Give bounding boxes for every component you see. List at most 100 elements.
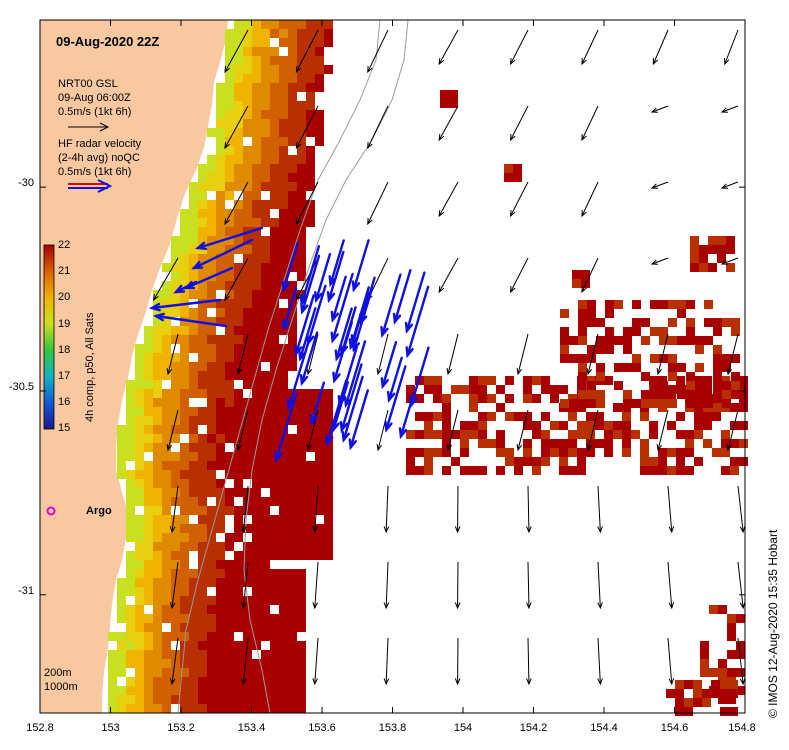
sst-cell (216, 506, 225, 515)
sst-cell (702, 698, 711, 707)
sst-cell (225, 335, 234, 344)
sst-cell (162, 443, 171, 452)
sst-cell (189, 461, 198, 470)
sst-cell (406, 457, 415, 466)
sst-cell (578, 390, 587, 399)
model-arrow (438, 181, 459, 217)
sst-cell (171, 407, 180, 416)
sst-cell (144, 677, 153, 686)
sst-cell (198, 281, 207, 290)
sst-cell (315, 434, 324, 443)
sst-cell (252, 209, 261, 218)
sst-cell (198, 164, 207, 173)
sst-cell (216, 380, 225, 389)
sst-cell (596, 399, 605, 408)
sst-cell (216, 335, 225, 344)
radar-arrow (150, 298, 222, 310)
sst-cell (225, 641, 234, 650)
sst-cell (162, 317, 171, 326)
sst-cell (279, 227, 288, 236)
sst-cell (668, 372, 677, 381)
sst-cell (144, 506, 153, 515)
sst-cell (252, 407, 261, 416)
radar-arrow (196, 226, 264, 250)
sst-cell (596, 345, 605, 354)
sst-cell (440, 99, 449, 108)
sst-cell (225, 425, 234, 434)
sst-cell (270, 56, 279, 65)
sst-cell (162, 569, 171, 578)
sst-cell (496, 403, 505, 412)
sst-cell (207, 605, 216, 614)
sst-cell (216, 650, 225, 659)
sst-cell (225, 92, 234, 101)
sst-cell (234, 74, 243, 83)
sst-cell (171, 515, 180, 524)
legend-model-line3: 0.5m/s (1kt 6h) (58, 106, 132, 118)
sst-cell (171, 605, 180, 614)
sst-cell (216, 515, 225, 524)
argo-marker[interactable] (46, 506, 56, 516)
sst-cell (171, 236, 180, 245)
sst-cell (144, 362, 153, 371)
sst-cell (162, 533, 171, 542)
sst-cell (216, 182, 225, 191)
sst-cell (189, 326, 198, 335)
model-arrow-head (224, 65, 230, 74)
sst-cell (216, 569, 225, 578)
model-arrow (527, 485, 530, 533)
sst-cell (270, 470, 279, 479)
sst-cell (225, 686, 234, 695)
sst-cell (675, 707, 684, 716)
sst-cell (686, 381, 695, 390)
model-arrow (295, 181, 319, 225)
sst-cell (676, 448, 685, 457)
sst-cell (261, 299, 270, 308)
sst-cell (704, 336, 713, 345)
sst-cell (261, 65, 270, 74)
sst-cell (126, 641, 135, 650)
sst-cell (198, 443, 207, 452)
sst-cell (690, 245, 699, 254)
sst-cell (225, 236, 234, 245)
sst-cell (198, 479, 207, 488)
sst-cell (270, 110, 279, 119)
sst-cell (288, 407, 297, 416)
sst-cell (684, 698, 693, 707)
sst-cell (712, 448, 721, 457)
sst-cell (306, 209, 315, 218)
sst-cell (252, 380, 261, 389)
radar-arrow-head (331, 420, 340, 433)
sst-cell (207, 542, 216, 551)
sst-cell (433, 394, 442, 403)
sst-cell (288, 173, 297, 182)
sst-cell (297, 263, 306, 272)
model-arrow (581, 257, 599, 293)
sst-cell (496, 448, 505, 457)
sst-cell (261, 20, 270, 29)
sst-cell (433, 448, 442, 457)
sst-cell (234, 551, 243, 560)
model-arrow (171, 561, 179, 609)
sst-cell (415, 412, 424, 421)
sst-cell (207, 668, 216, 677)
sst-cell (270, 290, 279, 299)
model-arrow-head (720, 107, 729, 113)
model-arrow-head (312, 526, 318, 534)
sst-cell (261, 245, 270, 254)
sst-cell (261, 290, 270, 299)
model-arrow-head (367, 65, 373, 74)
sst-cell (541, 430, 550, 439)
sst-cell (243, 452, 252, 461)
sst-cell (189, 200, 198, 209)
sst-cell (650, 399, 659, 408)
sst-cell (162, 542, 171, 551)
sst-cell (198, 704, 207, 713)
sst-cell (162, 326, 171, 335)
sst-cell (288, 236, 297, 245)
sst-cell (270, 191, 279, 200)
sst-cell (252, 605, 261, 614)
sst-cell (695, 390, 704, 399)
sst-cell (306, 389, 315, 398)
sst-cell (207, 227, 216, 236)
